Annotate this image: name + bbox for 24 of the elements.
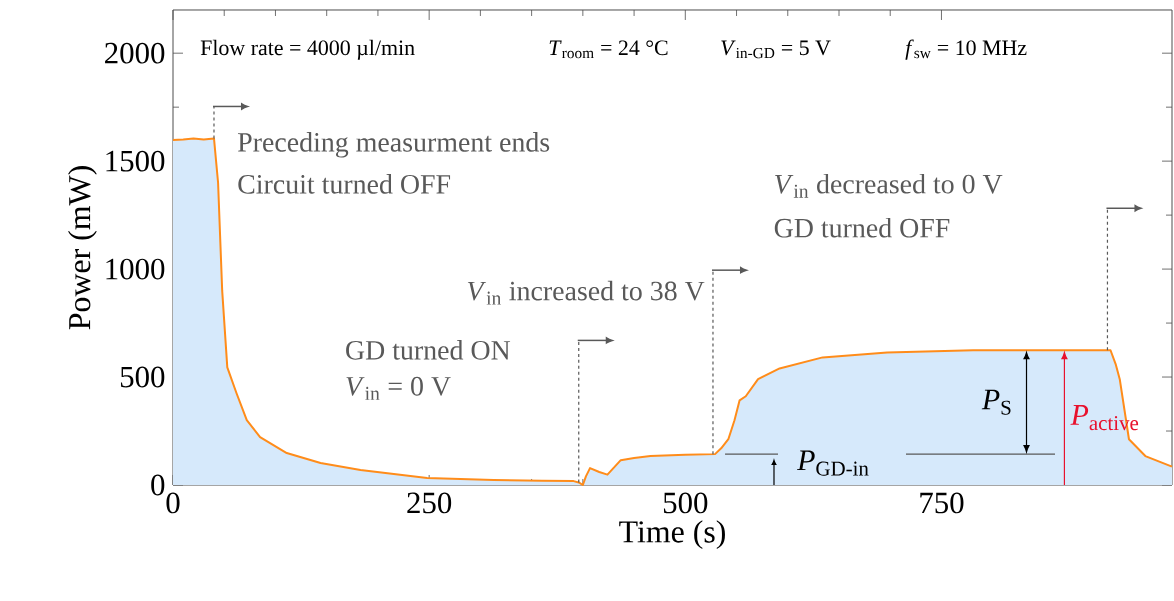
annotation: V$_{in}$ = 0 V [346, 376, 451, 400]
y-axis-title: Power (mW) [67, 166, 97, 330]
ref-line-label: GD turned ON [346, 340, 511, 360]
y-tick-label: 500 [120, 366, 165, 388]
y-tick-label: 1000 [106, 258, 165, 280]
ref-line-label: Preceding measurment ends [237, 132, 550, 158]
annotation: f$_{sw}$ = 10 MHz [905, 39, 1027, 60]
x-tick-label: 500 [663, 492, 708, 514]
x-tick-label: 750 [920, 492, 964, 514]
y-tick-label: 0 [151, 474, 165, 496]
ref-line-label: V$_{in}$ increased to 38 V [467, 280, 705, 305]
x-tick-label: 250 [407, 492, 452, 514]
annotation: GD turned OFF [774, 217, 950, 238]
ref-line-label: P$_{GD-in}$ [797, 450, 869, 476]
annotation: V$_{in-GD}$ = 5 V [721, 40, 831, 59]
annotation: Flow rate = 4000 µl/min [200, 39, 415, 60]
annotation: T$_{room}$ = 24 °C [549, 40, 668, 59]
annotation: P$_{S}$ [981, 389, 1011, 415]
y-tick-label: 2000 [105, 42, 165, 64]
x-tick-label: 0 [166, 492, 180, 514]
annotation: V$_{in}$ decreased to 0 V [775, 173, 1003, 198]
y-tick-label: 1500 [106, 150, 165, 172]
annotation: Circuit turned OFF [238, 174, 451, 194]
x-axis-title: Time (s) [619, 520, 725, 550]
